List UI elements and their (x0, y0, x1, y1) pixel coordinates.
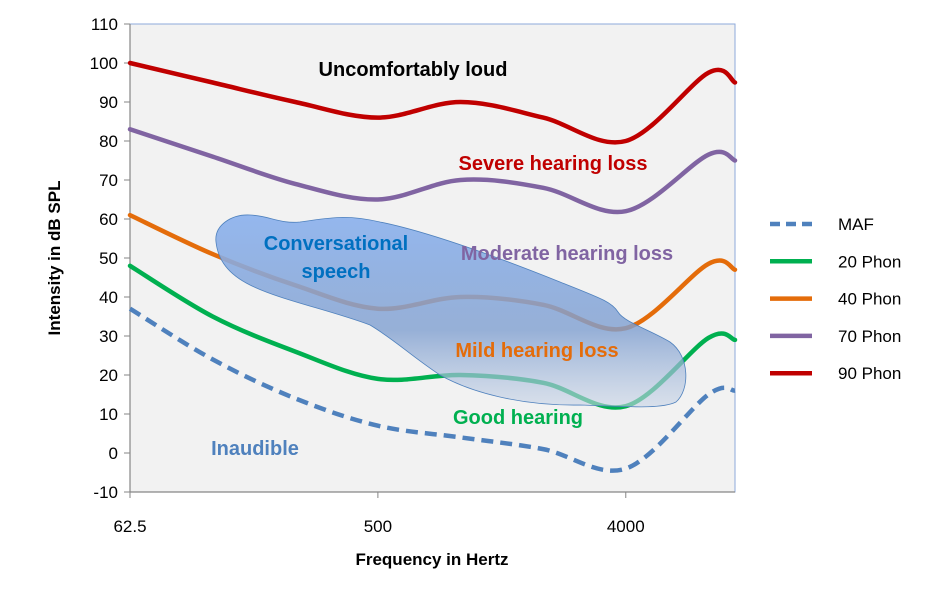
label-good-hearing: Good hearing (453, 407, 583, 429)
conversational-speech-region (215, 214, 687, 408)
series-line-70-phon (127, 127, 738, 215)
y-tick-label: 20 (99, 366, 118, 385)
series-line-90-phon (127, 60, 738, 145)
y-axis: -10 0 10 20 30 40 50 60 70 80 90 100 110 (90, 15, 131, 502)
y-tick-label: 10 (99, 405, 118, 424)
y-tick-label: 0 (109, 444, 118, 463)
x-axis: 62.5 500 4000 (113, 491, 735, 536)
x-axis-title: Frequency in Hertz (355, 550, 508, 569)
x-tick-label: 4000 (607, 517, 645, 536)
legend: MAF 20 Phon 40 Phon 70 Phon 90 Phon (770, 215, 901, 383)
legend-label: MAF (838, 215, 874, 234)
legend-label: 90 Phon (838, 364, 901, 383)
y-tick-label: 80 (99, 132, 118, 151)
label-moderate-hearing-loss: Moderate hearing loss (461, 243, 673, 265)
label-mild-hearing-loss: Mild hearing loss (455, 340, 618, 362)
label-inaudible: Inaudible (211, 438, 299, 460)
y-tick-label: 70 (99, 171, 118, 190)
y-tick-label: 60 (99, 210, 118, 229)
label-conversational: Conversational (264, 233, 408, 255)
legend-label: 20 Phon (838, 252, 901, 271)
y-tick-label: -10 (93, 483, 118, 502)
label-uncomfortably-loud: Uncomfortably loud (319, 59, 508, 81)
label-severe-hearing-loss: Severe hearing loss (459, 153, 648, 175)
y-axis-title: Intensity in dB SPL (45, 181, 64, 336)
y-tick-label: 50 (99, 249, 118, 268)
y-tick-label: 110 (91, 15, 118, 34)
y-tick-label: 40 (99, 288, 118, 307)
region-labels: Uncomfortably loud Severe hearing loss M… (211, 59, 673, 460)
legend-label: 40 Phon (838, 290, 901, 309)
x-tick-label: 62.5 (113, 517, 146, 536)
label-speech: speech (302, 261, 371, 283)
y-tick-label: 30 (99, 327, 118, 346)
series-line-maf (128, 306, 736, 473)
y-tick-label: 90 (99, 93, 118, 112)
legend-label: 70 Phon (838, 327, 901, 346)
x-tick-label: 500 (364, 517, 392, 536)
y-tick-label: 100 (90, 54, 118, 73)
